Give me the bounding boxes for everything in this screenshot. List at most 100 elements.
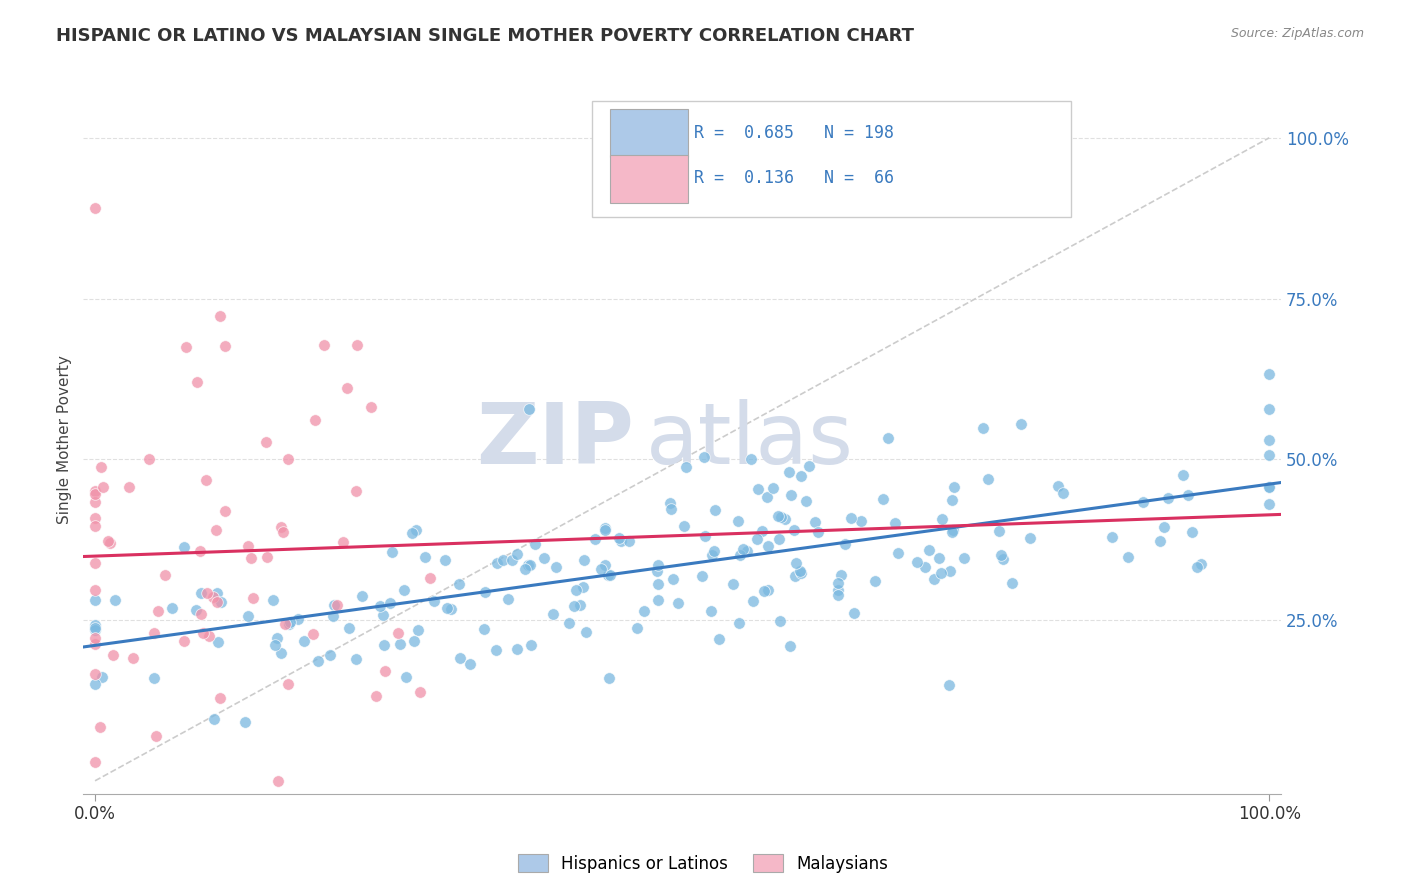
Point: [596, 567, 619, 582]
Point: [633, 604, 655, 618]
Point: [607, 532, 630, 546]
Point: [84, 486, 107, 500]
Point: [1116, 549, 1139, 564]
Point: [84, 511, 107, 525]
Point: [721, 577, 744, 591]
Text: R =  0.136   N =  66: R = 0.136 N = 66: [695, 169, 894, 187]
Point: [162, 600, 184, 615]
Point: [1258, 367, 1281, 381]
Point: [693, 450, 716, 465]
Point: [647, 558, 669, 572]
Point: [690, 569, 713, 583]
Point: [449, 650, 471, 665]
Point: [754, 584, 776, 599]
Point: [505, 547, 527, 561]
Point: [392, 582, 415, 597]
Point: [1046, 479, 1069, 493]
Point: [84, 620, 107, 634]
Point: [1018, 531, 1040, 545]
Point: [727, 514, 749, 528]
Text: HISPANIC OR LATINO VS MALAYSIAN SINGLE MOTHER POVERTY CORRELATION CHART: HISPANIC OR LATINO VS MALAYSIAN SINGLE M…: [56, 27, 914, 45]
Point: [270, 520, 292, 534]
Point: [884, 516, 907, 531]
Point: [785, 557, 807, 571]
Point: [794, 494, 817, 508]
FancyBboxPatch shape: [592, 101, 1071, 218]
Point: [153, 568, 176, 582]
Point: [280, 615, 302, 629]
Point: [207, 635, 229, 649]
Point: [583, 533, 606, 547]
Text: Source: ZipAtlas.com: Source: ZipAtlas.com: [1230, 27, 1364, 40]
Point: [797, 458, 820, 473]
Point: [486, 556, 509, 570]
Legend: Hispanics or Latinos, Malaysians: Hispanics or Latinos, Malaysians: [512, 847, 894, 880]
Point: [564, 599, 586, 614]
Point: [97, 533, 120, 548]
Point: [214, 339, 236, 353]
Point: [118, 480, 141, 494]
Point: [89, 459, 111, 474]
Point: [104, 593, 127, 607]
Point: [84, 637, 107, 651]
Point: [863, 574, 886, 588]
Point: [519, 558, 541, 572]
Point: [440, 602, 463, 616]
Point: [485, 643, 508, 657]
Point: [647, 592, 669, 607]
Point: [1149, 533, 1171, 548]
Point: [506, 641, 529, 656]
Point: [292, 634, 315, 648]
Point: [785, 568, 807, 582]
Point: [208, 691, 231, 706]
Point: [201, 591, 224, 605]
Point: [593, 521, 616, 535]
Point: [332, 535, 354, 549]
Point: [941, 524, 963, 539]
Point: [401, 525, 423, 540]
Point: [517, 401, 540, 416]
Point: [360, 400, 382, 414]
Point: [647, 576, 669, 591]
Point: [593, 523, 616, 537]
Point: [1258, 401, 1281, 416]
Point: [728, 615, 751, 630]
Point: [254, 435, 277, 450]
Point: [405, 523, 427, 537]
Point: [807, 524, 830, 539]
Point: [778, 465, 800, 479]
Point: [987, 524, 1010, 539]
Point: [1258, 497, 1281, 511]
Point: [977, 472, 1000, 486]
Point: [756, 582, 779, 597]
Point: [419, 571, 441, 585]
Point: [770, 510, 793, 524]
Point: [100, 536, 122, 550]
Point: [202, 712, 225, 726]
Point: [205, 524, 228, 538]
Point: [876, 432, 898, 446]
Point: [1052, 486, 1074, 500]
Point: [195, 586, 218, 600]
Point: [703, 503, 725, 517]
Y-axis label: Single Mother Poverty: Single Mother Poverty: [58, 356, 72, 524]
Point: [513, 562, 536, 576]
Point: [991, 551, 1014, 566]
Point: [236, 539, 259, 553]
Point: [928, 550, 950, 565]
Point: [519, 638, 541, 652]
Point: [1189, 557, 1212, 571]
Point: [458, 657, 481, 671]
Point: [184, 603, 207, 617]
Point: [84, 557, 107, 571]
Point: [1258, 434, 1281, 448]
Point: [84, 667, 107, 681]
Point: [941, 493, 963, 508]
Point: [941, 523, 963, 537]
Point: [938, 678, 960, 692]
Point: [827, 582, 849, 597]
Point: [666, 596, 689, 610]
Point: [492, 553, 515, 567]
Point: [849, 514, 872, 528]
Point: [768, 532, 790, 546]
